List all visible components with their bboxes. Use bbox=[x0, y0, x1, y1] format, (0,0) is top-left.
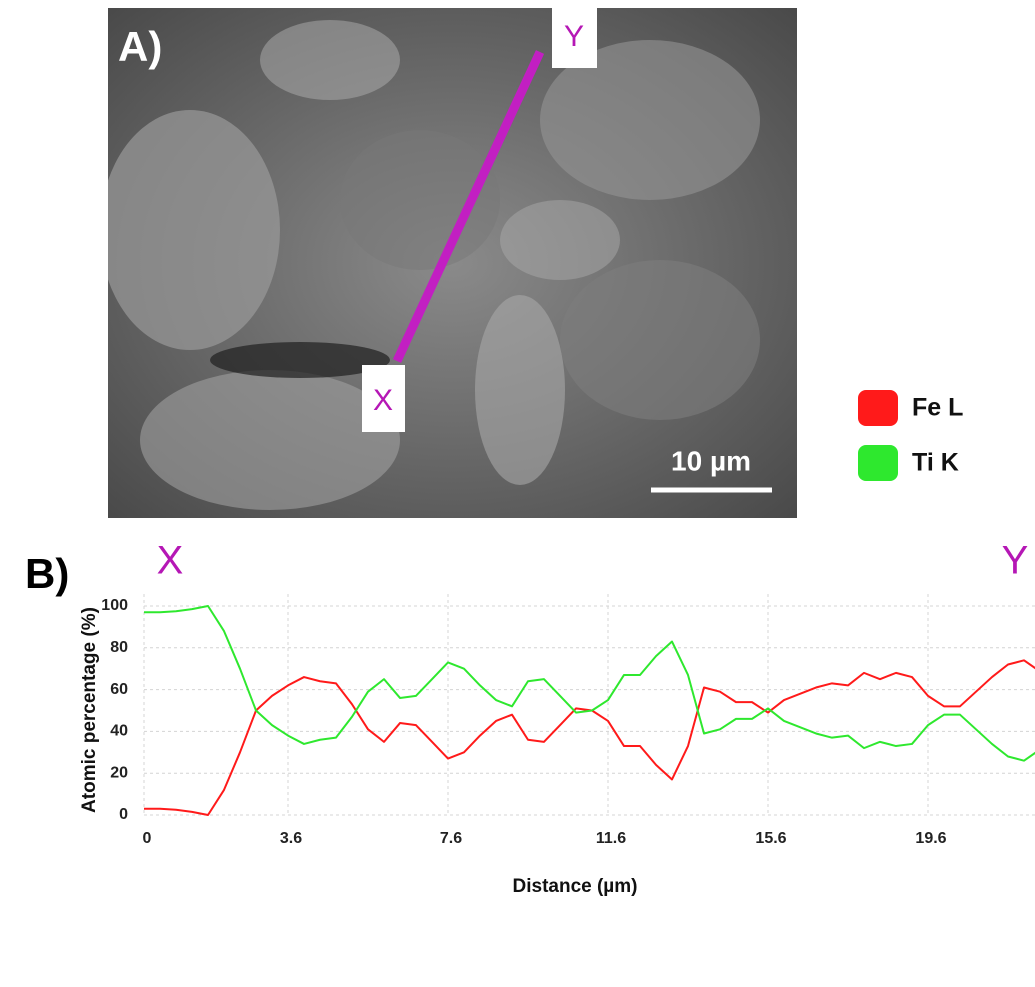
y-tick-label: 20 bbox=[110, 764, 128, 781]
x-tick-label: 3.6 bbox=[280, 830, 302, 847]
y-tick-label: 40 bbox=[110, 723, 128, 740]
y-tick-label: 60 bbox=[110, 681, 128, 698]
label-box bbox=[362, 365, 405, 432]
y-tick-label: 100 bbox=[101, 597, 128, 614]
scale-bar-label: 10 µm bbox=[671, 445, 751, 476]
line-scan-path bbox=[392, 50, 545, 363]
start-point-label: X bbox=[373, 384, 393, 417]
x-tick-label: 11.6 bbox=[596, 830, 626, 847]
legend-swatch bbox=[858, 390, 898, 426]
y-axis-label: Atomic percentage (%) bbox=[79, 607, 100, 813]
panel-label: B) bbox=[25, 550, 69, 597]
y-tick-label: 80 bbox=[110, 639, 128, 656]
data-line bbox=[144, 659, 1035, 816]
start-label: X bbox=[157, 539, 184, 583]
x-tick-label: 0 bbox=[143, 830, 152, 847]
end-point-label: Y bbox=[564, 20, 584, 53]
legend-label: Fe L bbox=[912, 394, 963, 422]
end-label: Y bbox=[1002, 539, 1029, 583]
x-tick-label: 7.6 bbox=[440, 830, 462, 847]
x-axis-label: Distance (µm) bbox=[513, 876, 638, 897]
label-box bbox=[552, 8, 597, 68]
legend-label: Ti K bbox=[912, 449, 959, 477]
x-tick-label: 19.6 bbox=[915, 830, 946, 847]
data-line bbox=[144, 605, 1035, 762]
panel-label: A) bbox=[118, 23, 162, 70]
sem-image bbox=[108, 8, 797, 518]
y-tick-label: 0 bbox=[119, 806, 128, 823]
x-tick-label: 15.6 bbox=[755, 830, 786, 847]
legend-swatch bbox=[858, 445, 898, 481]
